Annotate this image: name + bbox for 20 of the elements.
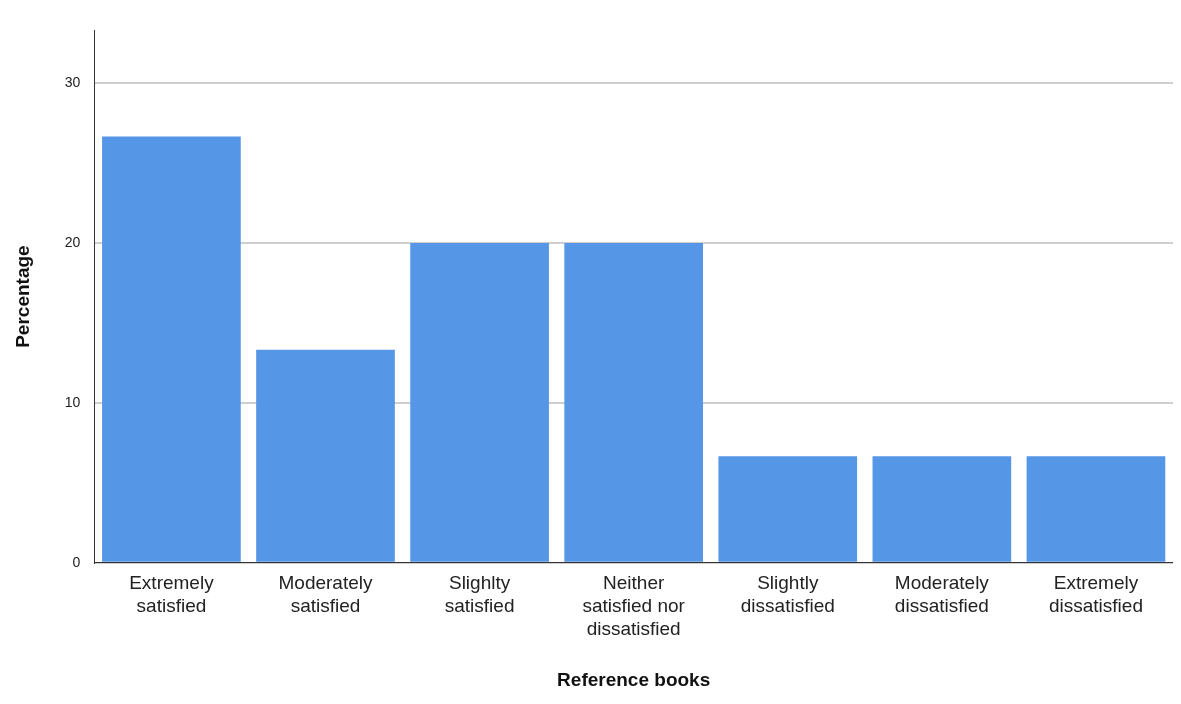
bar [102,136,241,562]
y-axis-title: Percentage [11,245,33,348]
x-tick-label: Slightly dissatisfied [740,572,835,617]
bar [564,243,704,562]
bar [718,456,858,562]
bar [1026,456,1166,562]
y-tick-label: 30 [64,74,81,91]
x-tick-label: Extremely satisfied [129,572,215,617]
bar [256,349,395,562]
x-tick-label: Neither satisfied nor dissatisfied [582,572,686,640]
y-tick-label: 0 [72,553,81,570]
y-tick-label: 10 [64,393,81,410]
x-tick-label: Slighlty satisfied [444,572,515,617]
x-axis-title: Reference books [557,668,711,690]
bar [410,243,549,562]
bar [872,456,1012,562]
x-tick-label: Moderately satisfied [278,572,373,617]
y-tick-label: 20 [64,233,81,250]
x-tick-label: Extremely dissatisfied [1048,572,1143,617]
x-tick-label: Moderately dissatisfied [894,572,990,617]
